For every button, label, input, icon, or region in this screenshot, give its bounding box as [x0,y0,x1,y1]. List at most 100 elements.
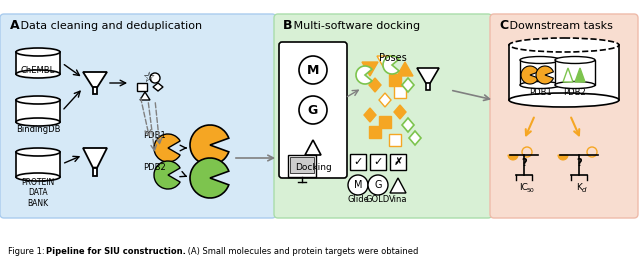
Bar [390,154,406,170]
Polygon shape [402,118,414,132]
Text: C: C [499,19,508,32]
Circle shape [299,96,327,124]
Text: PDB2: PDB2 [143,163,166,172]
Wedge shape [558,155,568,160]
Ellipse shape [16,118,60,126]
Text: K: K [576,183,582,192]
Polygon shape [390,178,406,193]
Text: PROTEIN
DATA
BANK: PROTEIN DATA BANK [21,178,54,208]
Ellipse shape [520,57,560,63]
Text: Glide: Glide [347,195,369,205]
Circle shape [348,175,368,195]
FancyBboxPatch shape [274,14,492,218]
Circle shape [150,73,160,83]
Polygon shape [93,88,97,94]
Text: ?: ? [521,158,527,168]
Ellipse shape [555,81,595,89]
Polygon shape [83,148,107,168]
Polygon shape [417,68,439,83]
Text: Docking: Docking [294,163,332,172]
Text: M: M [307,63,319,77]
Text: (A) Small molecules and protein targets were obtained: (A) Small molecules and protein targets … [185,247,419,256]
Text: G: G [308,103,318,117]
Text: B: B [283,19,292,32]
Polygon shape [563,68,573,82]
Text: GOLD: GOLD [366,195,390,205]
Polygon shape [305,140,321,155]
Ellipse shape [509,93,619,107]
Polygon shape [364,108,376,122]
Text: G: G [374,180,381,190]
Polygon shape [362,62,378,76]
Bar [555,60,595,85]
Text: Vina: Vina [388,195,407,205]
Ellipse shape [16,96,60,104]
Text: ✓: ✓ [394,157,403,167]
Ellipse shape [16,48,60,56]
Bar [369,126,381,138]
Wedge shape [154,134,180,162]
Text: ☆: ☆ [141,71,154,85]
Text: 50: 50 [526,188,534,193]
Wedge shape [154,161,180,189]
Ellipse shape [16,70,60,78]
Bar [379,116,391,128]
Text: Poses: Poses [379,53,407,63]
Bar [509,45,619,100]
Wedge shape [383,56,399,74]
Bar [16,52,60,74]
Ellipse shape [16,173,60,181]
Wedge shape [190,158,228,198]
Bar [394,86,406,98]
Text: Figure 1:: Figure 1: [8,247,47,256]
Polygon shape [140,92,150,100]
Polygon shape [402,78,414,92]
Text: BindingDB: BindingDB [16,125,60,134]
Bar [288,155,316,177]
Polygon shape [83,72,107,88]
Text: Pipeline for SIU construction.: Pipeline for SIU construction. [46,247,186,256]
Bar [389,74,401,86]
Text: Downstream tasks: Downstream tasks [506,21,613,31]
Text: PDB2: PDB2 [564,88,586,97]
Polygon shape [379,93,391,107]
Bar [16,152,60,177]
Polygon shape [575,68,585,82]
Wedge shape [536,66,554,84]
Text: ✓: ✓ [353,157,363,167]
Circle shape [368,175,388,195]
Bar [137,83,147,91]
Polygon shape [377,56,393,70]
Text: Multi-software docking: Multi-software docking [290,21,420,31]
Ellipse shape [520,81,560,89]
Polygon shape [409,131,421,145]
Text: A: A [10,19,20,32]
Polygon shape [369,78,381,92]
Ellipse shape [16,148,60,156]
Text: PDB1: PDB1 [529,88,552,97]
Bar [370,154,386,170]
Wedge shape [356,66,372,84]
Bar [520,60,560,85]
Text: ?: ? [576,158,582,168]
Bar [16,100,60,122]
Text: M: M [354,180,362,190]
Text: IC: IC [520,183,529,192]
Text: ChEMBL: ChEMBL [21,66,55,75]
Polygon shape [153,83,163,91]
FancyBboxPatch shape [0,14,276,218]
Polygon shape [426,83,430,90]
Wedge shape [521,66,538,84]
Polygon shape [394,105,406,119]
Ellipse shape [555,57,595,63]
Text: d: d [582,187,586,193]
Text: ✓: ✓ [373,157,383,167]
Wedge shape [190,125,228,165]
Ellipse shape [509,38,619,52]
Text: PDB1: PDB1 [143,130,166,139]
Bar [350,154,366,170]
Polygon shape [93,168,97,176]
Bar [389,134,401,146]
Circle shape [299,56,327,84]
Polygon shape [397,62,413,76]
